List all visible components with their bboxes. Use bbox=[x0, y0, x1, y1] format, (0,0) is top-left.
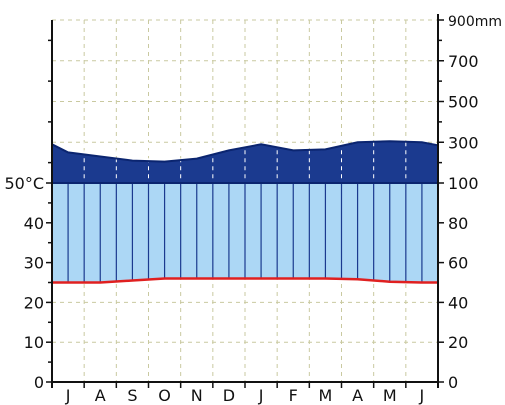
right-tick-label: 500 bbox=[448, 93, 479, 112]
right-tick-label: 20 bbox=[448, 333, 468, 352]
area-layer bbox=[51, 140, 439, 284]
right-tick-label: 60 bbox=[448, 254, 468, 273]
precipitation-line bbox=[51, 140, 439, 163]
right-tick-label: 80 bbox=[448, 214, 468, 233]
month-label: J bbox=[258, 386, 264, 405]
right-tick-label: 100 bbox=[448, 174, 479, 193]
left-tick-label: 20 bbox=[24, 293, 44, 312]
right-tick-label: 300 bbox=[448, 133, 479, 152]
right-tick-label: 700 bbox=[448, 52, 479, 71]
left-tick-label: 10 bbox=[24, 333, 44, 352]
axis-layer bbox=[46, 14, 444, 388]
right-tick-label: 900mm bbox=[448, 14, 502, 30]
month-label: S bbox=[127, 386, 137, 405]
label-layer: 0 10 20 30 40 50°C 0 20 40 60 80 100 300 500 700 900mm J… bbox=[4, 14, 502, 405]
month-label: N bbox=[191, 386, 203, 405]
month-label: D bbox=[223, 386, 235, 405]
month-label: J bbox=[65, 386, 71, 405]
left-tick-label: 50°C bbox=[4, 174, 44, 193]
left-tick-label: 30 bbox=[24, 254, 44, 273]
month-label: M bbox=[319, 386, 333, 405]
right-tick-label: 0 bbox=[448, 373, 458, 392]
right-tick-label: 40 bbox=[448, 293, 468, 312]
month-label: O bbox=[158, 386, 171, 405]
left-tick-label: 40 bbox=[24, 214, 44, 233]
month-label: J bbox=[419, 386, 425, 405]
month-label: M bbox=[383, 386, 397, 405]
month-label: A bbox=[352, 386, 363, 405]
temperature-line bbox=[52, 277, 438, 284]
month-label: A bbox=[95, 386, 106, 405]
month-label: F bbox=[289, 386, 298, 405]
left-tick-label: 0 bbox=[34, 373, 44, 392]
